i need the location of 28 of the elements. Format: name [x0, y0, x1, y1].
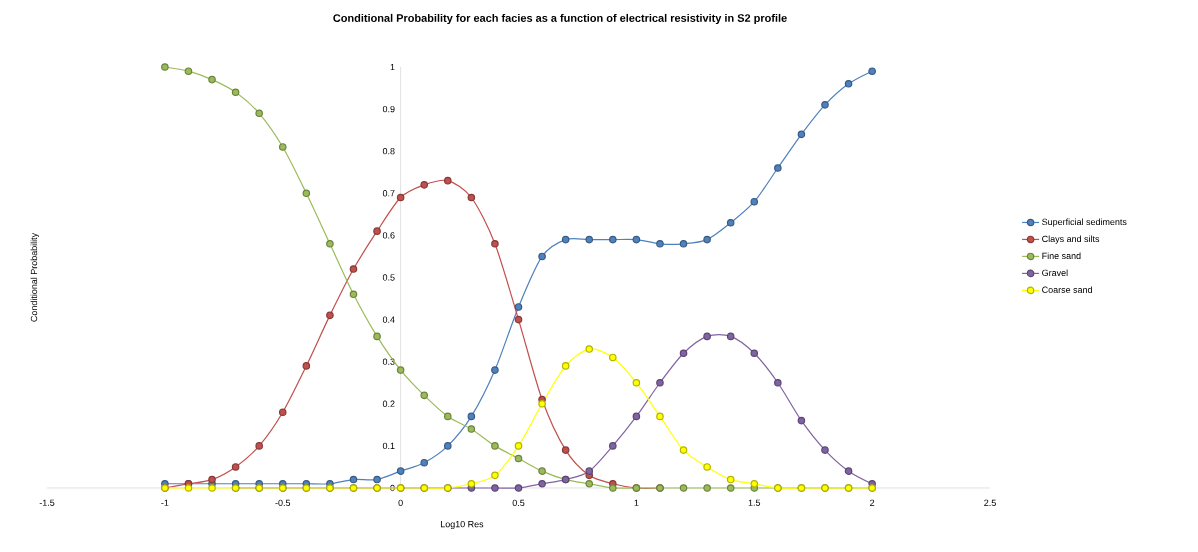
x-tick-label: 2.5 [984, 499, 996, 506]
legend-label: Superficial sediments [1042, 218, 1127, 227]
y-tick-label: 1 [390, 63, 395, 71]
y-tick-label: 0.9 [382, 105, 395, 113]
legend-label: Fine sand [1042, 252, 1081, 260]
y-tick-label: 0.4 [382, 316, 395, 323]
y-tick-label: 0.2 [382, 400, 395, 407]
legend-label: Gravel [1042, 269, 1068, 276]
y-tick-label: 0.6 [382, 232, 395, 239]
x-tick-label: 0.5 [512, 499, 525, 506]
x-tick-label: -1.5 [39, 499, 55, 506]
x-tick-label: 2 [870, 499, 875, 506]
legend-label: Clays and silts [1042, 235, 1100, 244]
legend-label: Coarse sand [1042, 286, 1092, 293]
x-tick-label: 1 [634, 499, 639, 506]
y-tick-label: 0.8 [382, 148, 395, 155]
y-tick-label: 0 [390, 484, 395, 492]
y-tick-label: 0.3 [382, 358, 395, 365]
chart-title: Conditional Probability for each facies as a function of electrical resistivity in S2 profile [333, 13, 787, 25]
x-tick-label: 1.5 [748, 499, 761, 506]
y-axis-title: Conditional Probability [30, 232, 39, 322]
y-tick-label: 0.1 [382, 442, 395, 450]
x-tick-label: -0.5 [275, 499, 291, 506]
y-tick-label: 0.5 [382, 274, 395, 281]
x-tick-label: -1 [161, 499, 169, 506]
y-tick-label: 0.7 [382, 190, 395, 197]
x-tick-label: 0 [398, 499, 403, 506]
x-axis-title: Log10 Res [440, 520, 484, 530]
